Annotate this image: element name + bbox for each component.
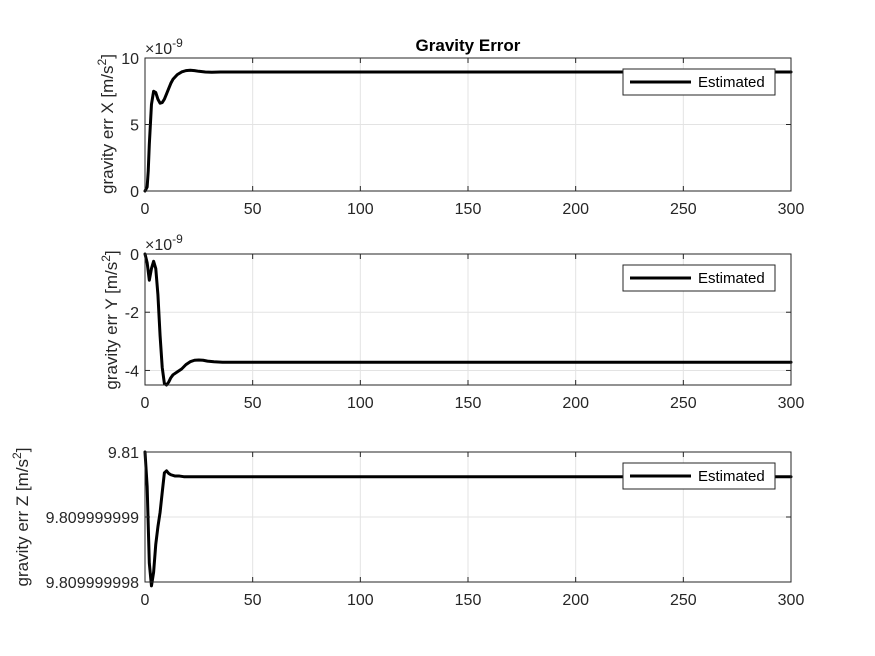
x-tick-label: 100 bbox=[347, 592, 374, 609]
x-tick-label: 200 bbox=[562, 592, 589, 609]
y-exponent-label: ×10-9 bbox=[145, 36, 183, 58]
axes-panel-3: 0 50 100 150 200 250 300 9.809999998 9.809999999… bbox=[10, 445, 804, 609]
series-line-estimated bbox=[143, 252, 793, 387]
x-tick-label: 150 bbox=[455, 592, 482, 609]
y-tick-label: 9.809999999 bbox=[46, 510, 140, 527]
y-exponent-power: -9 bbox=[172, 36, 183, 50]
x-tick-label: 200 bbox=[562, 201, 589, 218]
x-tick-label: 0 bbox=[141, 395, 150, 412]
y-axis-label: gravity err X [m/s2] bbox=[95, 54, 117, 194]
y-tick-label: 9.809999998 bbox=[46, 575, 140, 592]
y-axis-label-end: ] bbox=[98, 54, 117, 59]
y-tick-label: -2 bbox=[125, 305, 139, 322]
x-tick-label: 0 bbox=[141, 201, 150, 218]
x-tick-label: 250 bbox=[670, 592, 697, 609]
y-axis-label-main: gravity err Y [m/s bbox=[102, 262, 121, 390]
x-tick-label: 150 bbox=[455, 395, 482, 412]
y-axis-label-superscript: 2 bbox=[99, 255, 113, 262]
y-axis-label-end: ] bbox=[102, 250, 121, 255]
y-tick-label: 0 bbox=[130, 184, 139, 201]
x-tick-label: 100 bbox=[347, 395, 374, 412]
series-line-estimated bbox=[143, 450, 793, 588]
y-axis-label: gravity err Z [m/s2] bbox=[10, 448, 32, 587]
y-axis-label: gravity err Y [m/s2] bbox=[99, 250, 121, 389]
x-tick-label: 300 bbox=[778, 592, 805, 609]
y-tick-label: -4 bbox=[125, 363, 139, 380]
x-tick-label: 50 bbox=[244, 395, 262, 412]
legend-label-estimated: Estimated bbox=[698, 270, 765, 287]
legend-label-estimated: Estimated bbox=[698, 468, 765, 485]
y-exponent-power: -9 bbox=[172, 232, 183, 246]
y-tick-label: 9.81 bbox=[108, 445, 139, 462]
y-axis-label-main: gravity err X [m/s bbox=[98, 65, 117, 193]
y-tick-label: 0 bbox=[130, 247, 139, 264]
x-tick-label: 300 bbox=[778, 395, 805, 412]
y-axis-label-superscript: 2 bbox=[10, 452, 24, 459]
legend-label-estimated: Estimated bbox=[698, 74, 765, 91]
legend: Estimated bbox=[622, 68, 776, 96]
x-tick-label: 300 bbox=[778, 201, 805, 218]
legend: Estimated bbox=[622, 462, 776, 490]
y-axis-label-main: gravity err Z [m/s bbox=[13, 459, 32, 587]
y-axis-label-superscript: 2 bbox=[95, 58, 109, 65]
chart-title: Gravity Error bbox=[416, 36, 521, 55]
x-tick-label: 0 bbox=[141, 592, 150, 609]
y-exponent-label: ×10-9 bbox=[145, 232, 183, 254]
y-tick-label: 5 bbox=[130, 118, 139, 135]
x-tick-label: 150 bbox=[455, 201, 482, 218]
x-tick-label: 250 bbox=[670, 201, 697, 218]
x-tick-label: 200 bbox=[562, 395, 589, 412]
x-tick-label: 50 bbox=[244, 592, 262, 609]
axes-panel-1: 0 50 100 150 200 250 300 0 5 10 ×10-9 Gravity Error… bbox=[95, 36, 804, 218]
x-tick-label: 50 bbox=[244, 201, 262, 218]
x-tick-label: 250 bbox=[670, 395, 697, 412]
axes-panel-2: 0 50 100 150 200 250 300 -4 -2 0 ×10-9 gravity err … bbox=[99, 232, 804, 412]
series-line-estimated bbox=[143, 68, 793, 193]
y-axis-label-end: ] bbox=[13, 448, 32, 453]
x-tick-label: 100 bbox=[347, 201, 374, 218]
legend: Estimated bbox=[622, 264, 776, 292]
y-tick-label: 10 bbox=[121, 51, 139, 68]
